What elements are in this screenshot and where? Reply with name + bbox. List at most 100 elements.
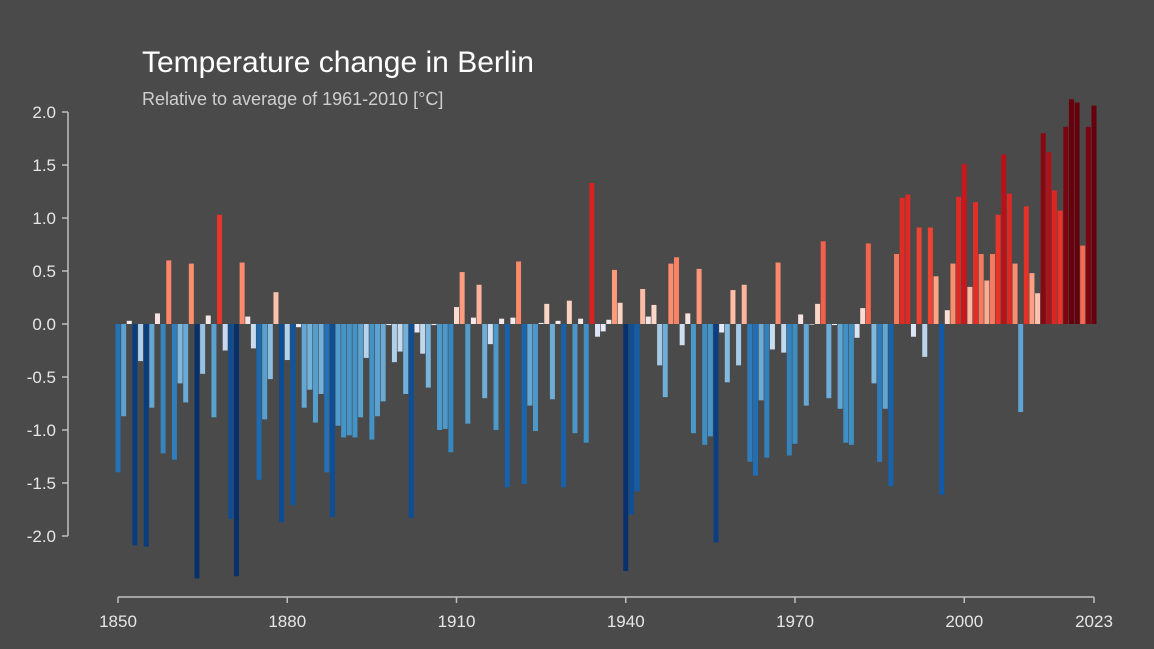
bar-1859 [166,260,172,324]
bar-1912 [465,324,471,424]
bar-2015 [1046,152,1052,324]
bar-1971 [798,314,804,324]
bar-2021 [1080,245,1086,324]
bar-2002 [973,202,979,324]
bar-1855 [143,324,149,547]
bar-2010 [1018,324,1024,412]
bar-1943 [640,289,646,324]
bar-1979 [843,324,849,443]
chart-subtitle: Relative to average of 1961-2010 [°C] [142,89,444,109]
bar-1965 [764,324,770,458]
bar-1853 [132,324,138,546]
bar-1982 [860,308,866,324]
bar-1881 [290,324,296,506]
bar-1887 [324,324,330,473]
y-tick-label: -2.0 [27,527,56,546]
bar-2009 [1012,263,1018,324]
bar-2017 [1057,210,1063,324]
bar-1858 [160,324,166,454]
bar-1956 [713,324,719,543]
bar-2019 [1068,99,1074,324]
bar-1916 [487,324,493,345]
bar-1873 [245,316,251,324]
bar-1895 [369,324,375,440]
bar-1867 [211,324,217,418]
bar-2003 [978,254,984,324]
bar-1920 [510,317,516,324]
bar-1927 [549,324,555,400]
bar-1980 [848,324,854,445]
bar-1948 [668,263,674,324]
x-tick-label: 1880 [268,612,306,631]
bar-1995 [933,276,939,324]
bar-2013 [1035,293,1041,324]
bar-1906 [431,324,437,326]
bar-1986 [882,324,888,409]
bar-1997 [944,310,950,324]
bar-1976 [826,324,832,399]
bar-1978 [837,324,843,409]
bar-2014 [1040,133,1046,324]
bar-1958 [724,324,730,383]
bar-1875 [256,324,262,480]
bar-1952 [690,324,696,434]
bar-1889 [335,324,341,426]
bar-1864 [194,324,200,579]
bar-1857 [154,313,160,324]
bar-1944 [645,316,651,324]
bar-2018 [1063,126,1069,324]
bar-1946 [657,324,663,366]
bar-1860 [171,324,177,460]
bar-1926 [544,303,550,324]
bar-1950 [679,324,685,346]
x-tick-label: 1850 [99,612,137,631]
bar-1957 [719,324,725,333]
bar-1935 [595,324,601,337]
bar-1963 [753,324,758,476]
bar-1985 [877,324,883,462]
bar-1953 [696,268,702,324]
bar-1964 [758,324,764,401]
y-axis: 2.0 1.5 1.0 0.5 0.0 -0.5 -1.0 -1.5 -2.0 [27,103,69,546]
x-tick-label: 2023 [1075,612,1113,631]
bar-1896 [375,324,381,417]
bar-1897 [380,324,386,402]
bar-1904 [420,324,426,354]
bar-1937 [606,319,612,324]
bar-1959 [730,290,736,324]
bar-1876 [262,324,268,420]
bar-1851 [121,324,127,417]
y-tick-label: 0.0 [32,315,56,334]
bar-1891 [346,324,352,436]
bar-2011 [1023,206,1029,324]
bar-1913 [470,317,476,324]
bar-1928 [555,320,561,324]
bar-1991 [910,324,916,337]
bar-1871 [233,324,239,577]
bar-1947 [662,324,668,398]
bar-1961 [741,284,747,324]
bar-1949 [674,257,680,324]
bars-group [115,99,1097,579]
bar-1921 [516,261,522,324]
bar-1968 [781,324,787,353]
bar-1977 [831,324,837,326]
bar-2022 [1085,126,1091,324]
bar-1870 [228,324,234,520]
bar-2012 [1029,273,1035,324]
bar-1984 [871,324,877,384]
bar-1993 [922,324,928,357]
bar-1973 [809,324,815,325]
bar-1967 [775,262,781,324]
bar-1886 [318,324,324,394]
bar-1983 [865,243,871,324]
bar-1919 [504,324,510,488]
y-tick-label: 2.0 [32,103,56,122]
bar-1892 [352,324,358,438]
bar-1854 [138,324,144,362]
bar-1987 [888,324,894,487]
bar-1908 [442,324,448,429]
bar-2023 [1091,105,1097,324]
x-tick-label: 1910 [438,612,476,631]
